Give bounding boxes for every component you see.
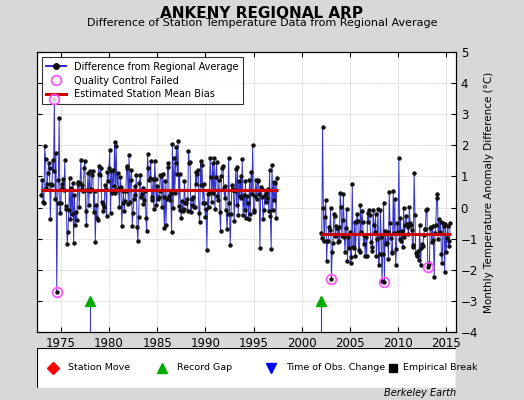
Text: Berkeley Earth: Berkeley Earth [384,388,456,398]
Text: Record Gap: Record Gap [177,364,232,372]
Legend: Difference from Regional Average, Quality Control Failed, Estimated Station Mean: Difference from Regional Average, Qualit… [41,57,243,104]
Text: Difference of Station Temperature Data from Regional Average: Difference of Station Temperature Data f… [87,18,437,28]
Text: ANKENY REGIONAL ARP: ANKENY REGIONAL ARP [160,6,364,21]
Text: Station Move: Station Move [68,364,130,372]
FancyBboxPatch shape [37,348,456,388]
Y-axis label: Monthly Temperature Anomaly Difference (°C): Monthly Temperature Anomaly Difference (… [484,71,494,313]
Text: Time of Obs. Change: Time of Obs. Change [286,364,385,372]
Text: Empirical Break: Empirical Break [403,364,478,372]
